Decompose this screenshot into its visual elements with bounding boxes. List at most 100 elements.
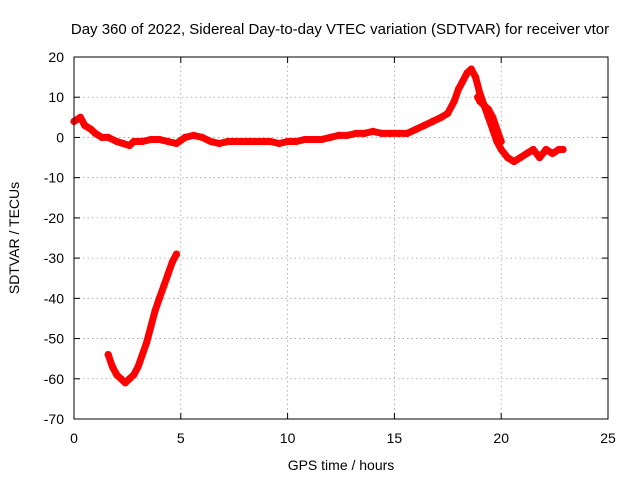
data-points <box>70 65 567 387</box>
data-point <box>369 127 377 135</box>
series-band <box>70 65 567 166</box>
data-point <box>207 137 215 146</box>
data-point <box>104 133 112 141</box>
data-point <box>138 137 146 146</box>
x-tick-label: 10 <box>280 430 296 446</box>
x-tick-label: 25 <box>600 430 616 446</box>
axis-ticks: 0 5 10 15 20 25 -70 -60 -50 -40 -30 -20 -10 0 10 20 <box>44 49 616 446</box>
data-series-SDTVAR-lower <box>104 250 181 387</box>
data-point <box>454 85 463 93</box>
data-point <box>172 139 181 148</box>
y-tick-label: -40 <box>44 290 64 306</box>
data-point <box>266 137 275 146</box>
data-point <box>352 129 360 137</box>
data-point <box>190 131 198 139</box>
data-point <box>450 97 458 105</box>
data-point <box>403 129 411 137</box>
y-tick-label: -50 <box>44 331 64 347</box>
data-point <box>504 154 512 162</box>
data-point <box>108 363 116 371</box>
data-point <box>275 139 283 148</box>
data-point <box>301 135 309 144</box>
x-tick-label: 20 <box>493 430 509 446</box>
data-point <box>292 137 300 146</box>
data-point <box>395 129 403 137</box>
data-point <box>459 77 467 85</box>
data-point <box>81 121 89 129</box>
data-point <box>360 129 369 137</box>
data-point <box>420 121 428 129</box>
y-tick-label: -10 <box>44 170 64 186</box>
data-point <box>104 351 112 359</box>
data-point <box>536 154 544 162</box>
data-point <box>249 137 257 146</box>
data-point <box>138 351 146 359</box>
data-point <box>168 258 176 266</box>
y-tick-label: 20 <box>48 49 64 65</box>
data-point <box>215 139 223 148</box>
data-point <box>147 322 155 331</box>
y-tick-label: 0 <box>56 129 64 145</box>
data-point <box>76 113 84 121</box>
data-point <box>98 133 106 141</box>
data-point <box>529 145 537 154</box>
data-point <box>343 131 351 139</box>
data-point <box>497 145 505 154</box>
data-point <box>232 137 240 146</box>
x-tick-label: 15 <box>387 430 403 446</box>
data-point <box>510 158 518 166</box>
x-tick-label: 5 <box>177 430 185 446</box>
y-axis-label: SDTVAR / TECUs <box>6 182 22 294</box>
data-point <box>378 129 386 137</box>
data-point <box>548 149 557 158</box>
data-point <box>309 135 317 144</box>
data-point <box>258 137 266 146</box>
data-point <box>284 137 292 146</box>
data-point <box>147 135 155 144</box>
data-point <box>198 133 206 141</box>
plot-frame <box>73 56 609 420</box>
data-point <box>160 282 168 290</box>
data-point <box>467 65 475 73</box>
data-point <box>489 113 497 121</box>
x-tick-label: 0 <box>70 430 78 446</box>
data-point <box>523 149 531 158</box>
data-point <box>386 129 394 137</box>
data-point <box>143 339 151 347</box>
data-point <box>318 135 326 144</box>
data-point <box>542 145 550 154</box>
data-point <box>516 154 525 162</box>
x-axis-label: GPS time / hours <box>288 457 395 473</box>
grid-lines <box>74 57 608 419</box>
data-point <box>335 131 343 139</box>
data-point <box>224 137 232 146</box>
data-point <box>181 133 189 141</box>
y-tick-label: -20 <box>44 210 64 226</box>
data-point <box>326 133 334 141</box>
data-point <box>472 73 480 81</box>
data-point <box>155 135 163 144</box>
data-point <box>113 137 121 146</box>
data-point <box>151 306 159 314</box>
data-point <box>437 113 445 121</box>
data-point <box>164 137 172 146</box>
data-point <box>155 294 163 302</box>
y-tick-label: -60 <box>44 371 64 387</box>
y-tick-label: -30 <box>44 250 64 266</box>
data-series-SDTVAR-branch <box>474 93 505 146</box>
data-point <box>412 125 420 133</box>
data-point <box>172 250 181 258</box>
data-point <box>493 125 501 133</box>
data-point <box>164 270 172 278</box>
data-point <box>134 363 142 371</box>
data-point <box>119 139 127 148</box>
data-point <box>130 371 138 379</box>
data-point <box>91 129 99 137</box>
y-tick-label: -70 <box>44 411 64 427</box>
data-series-SDTVAR-main <box>70 65 567 166</box>
data-point <box>559 145 567 154</box>
data-point <box>497 137 505 146</box>
data-point <box>130 137 138 146</box>
